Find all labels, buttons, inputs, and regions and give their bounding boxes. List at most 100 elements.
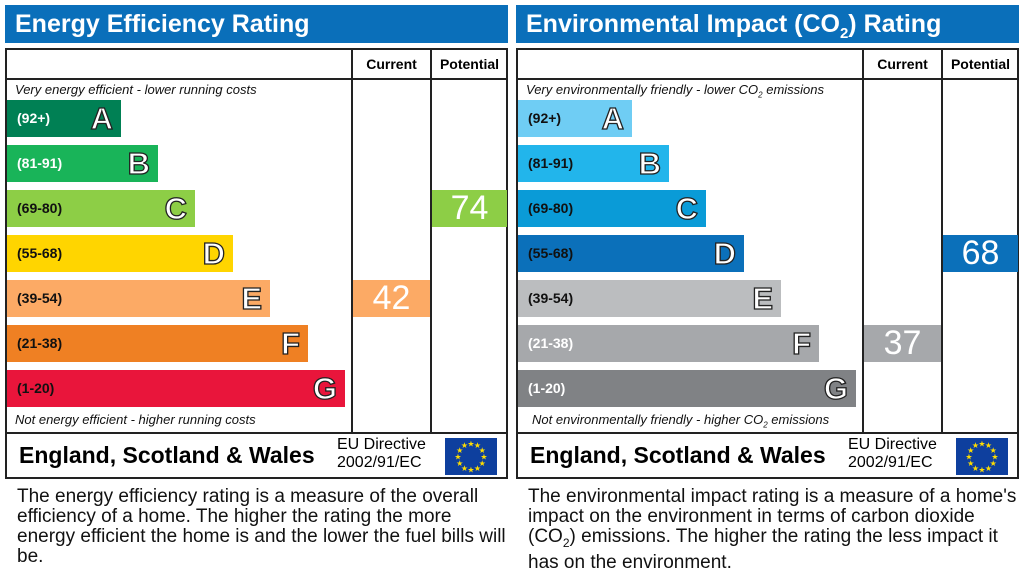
potential-rating-marker: 68 <box>943 235 1018 272</box>
column-divider <box>941 50 943 434</box>
svg-text:★: ★ <box>985 464 992 473</box>
svg-text:★: ★ <box>967 446 974 455</box>
current-rating-marker: 37 <box>864 325 941 362</box>
eu-directive: EU Directive 2002/91/EC <box>337 436 426 472</box>
band-bar-a: (92+) A <box>518 100 632 137</box>
eu-directive-number: 2002/91/EC <box>337 454 422 471</box>
svg-text:★: ★ <box>985 441 992 450</box>
potential-rating-marker: 74 <box>432 190 507 227</box>
band-range: (1-20) <box>528 380 566 396</box>
eu-directive-line: EU Directive <box>848 436 937 453</box>
column-divider <box>862 50 864 434</box>
svg-text:★: ★ <box>461 441 468 450</box>
current-rating-marker: 42 <box>353 280 430 317</box>
column-header-potential: Potential <box>950 56 1011 72</box>
band-bar-f: (21-38) F <box>518 325 819 362</box>
band-letter: E <box>752 280 774 316</box>
band-range: (92+) <box>17 110 51 126</box>
eu-directive-number: 2002/91/EC <box>848 454 933 471</box>
band-range: (39-54) <box>528 290 574 306</box>
band-range: (69-80) <box>528 200 574 216</box>
energy-efficiency-panel: Energy Efficiency Rating Current Potential… <box>5 0 508 572</box>
svg-text:★: ★ <box>474 441 481 450</box>
description: The environmental impact rating is a mea… <box>528 486 1017 573</box>
header-divider <box>7 78 506 80</box>
svg-text:★: ★ <box>479 446 486 455</box>
svg-text:★: ★ <box>965 453 972 462</box>
band-bar-a: (92+) A <box>7 100 121 137</box>
band-bar-f: (21-38) F <box>7 325 308 362</box>
band-bar-e: (39-54) E <box>518 280 781 317</box>
environmental-impact-panel: Environmental Impact (CO2) Rating Current… <box>516 0 1019 572</box>
svg-text:★: ★ <box>467 440 474 449</box>
band-range: (21-38) <box>528 335 574 351</box>
svg-text:★: ★ <box>456 446 463 455</box>
band-letter: A <box>90 100 114 136</box>
svg-text:★: ★ <box>978 466 985 475</box>
band-letter: D <box>713 235 737 271</box>
column-header-potential: Potential <box>439 56 500 72</box>
band-range: (81-91) <box>528 155 574 171</box>
svg-text:★: ★ <box>972 441 979 450</box>
band-range: (92+) <box>528 110 562 126</box>
band-letter: C <box>164 190 188 226</box>
header-divider <box>518 78 1017 80</box>
region-label: England, Scotland & Wales <box>530 442 826 468</box>
band-bar-b: (81-91) B <box>518 145 669 182</box>
band-letter: F <box>280 325 300 361</box>
band-bar-e: (39-54) E <box>7 280 270 317</box>
band-range: (69-80) <box>17 200 63 216</box>
svg-text:★: ★ <box>990 446 997 455</box>
band-bar-c: (69-80) C <box>518 190 706 227</box>
eu-flag-icon: ★ ★ ★ ★ ★ ★ ★ ★ ★ ★ ★ ★ <box>445 438 497 475</box>
description: The energy efficiency rating is a measur… <box>17 486 506 567</box>
svg-text:★: ★ <box>474 464 481 473</box>
chart-title: Energy Efficiency Rating <box>5 5 508 43</box>
svg-text:★: ★ <box>461 464 468 473</box>
band-letter: F <box>791 325 811 361</box>
svg-text:★: ★ <box>467 466 474 475</box>
footer-divider <box>7 432 506 434</box>
chart-title: Environmental Impact (CO2) Rating <box>516 5 1019 43</box>
svg-text:★: ★ <box>990 459 997 468</box>
svg-text:★: ★ <box>972 464 979 473</box>
svg-text:★: ★ <box>454 453 461 462</box>
svg-text:★: ★ <box>479 459 486 468</box>
band-range: (55-68) <box>17 245 63 261</box>
band-letter: C <box>675 190 699 226</box>
band-range: (21-38) <box>17 335 63 351</box>
column-divider <box>430 50 432 434</box>
band-letter: D <box>202 235 226 271</box>
band-bar-b: (81-91) B <box>7 145 158 182</box>
band-letter: E <box>241 280 263 316</box>
band-bar-g: (1-20) G <box>518 370 856 407</box>
rating-table: Current Potential Very environmentally fri… <box>516 48 1019 479</box>
band-letter: A <box>601 100 625 136</box>
band-bar-d: (55-68) D <box>7 235 233 272</box>
rating-table: Current Potential Very energy efficient - … <box>5 48 508 479</box>
svg-text:★: ★ <box>456 459 463 468</box>
band-range: (55-68) <box>528 245 574 261</box>
svg-text:★: ★ <box>978 440 985 449</box>
column-header-current: Current <box>366 56 417 72</box>
bottom-note: Not energy efficient - higher running co… <box>15 412 256 427</box>
band-letter: B <box>638 145 662 181</box>
footer-divider <box>518 432 1017 434</box>
bottom-note: Not environmentally friendly - higher CO… <box>532 412 830 430</box>
band-letter: B <box>127 145 151 181</box>
band-bar-g: (1-20) G <box>7 370 345 407</box>
region-label: England, Scotland & Wales <box>19 442 315 468</box>
svg-text:★: ★ <box>991 453 998 462</box>
eu-directive: EU Directive 2002/91/EC <box>848 436 937 472</box>
eu-directive-line: EU Directive <box>337 436 426 453</box>
band-letter: G <box>312 370 337 406</box>
band-range: (81-91) <box>17 155 63 171</box>
eu-flag-icon: ★ ★ ★ ★ ★ ★ ★ ★ ★ ★ ★ ★ <box>956 438 1008 475</box>
band-range: (1-20) <box>17 380 55 396</box>
band-letter: G <box>823 370 848 406</box>
band-range: (39-54) <box>17 290 63 306</box>
column-header-current: Current <box>877 56 928 72</box>
band-bar-c: (69-80) C <box>7 190 195 227</box>
svg-text:★: ★ <box>480 453 487 462</box>
column-divider <box>351 50 353 434</box>
